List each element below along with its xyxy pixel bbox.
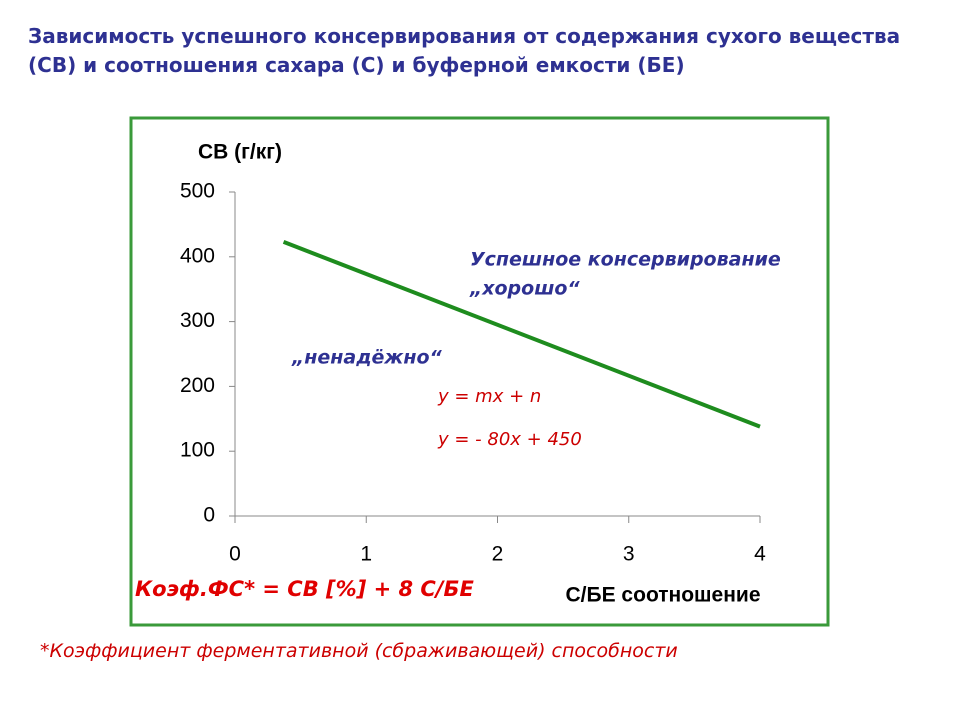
- y-tick-label: 100: [180, 439, 215, 462]
- annotation: y = mx + n: [437, 386, 541, 407]
- y-axis-title: СВ (г/кг): [198, 141, 282, 164]
- chart-frame: [129, 116, 830, 627]
- x-tick-label: 1: [360, 543, 372, 566]
- annotation: „хорошо“: [469, 278, 580, 300]
- annotation: „ненадёжно“: [291, 347, 443, 369]
- footnote: *Коэффициент ферментативной (сбраживающе…: [40, 640, 678, 662]
- x-tick-label: 0: [229, 543, 241, 566]
- y-tick-label: 300: [180, 309, 215, 332]
- y-tick-label: 0: [203, 504, 215, 527]
- x-tick-label: 3: [623, 543, 635, 566]
- x-axis-title: С/БЕ соотношение: [566, 584, 761, 607]
- x-tick-label: 4: [754, 543, 766, 566]
- annotation: Успешное консервирование: [470, 249, 781, 271]
- annotation: y = - 80x + 450: [437, 429, 582, 450]
- slide-title: Зависимость успешного консервирования от…: [28, 24, 901, 77]
- y-tick-label: 400: [180, 244, 215, 267]
- y-tick-label: 500: [180, 180, 215, 203]
- x-tick-label: 2: [492, 543, 504, 566]
- data-line: [282, 240, 761, 429]
- y-tick-label: 200: [180, 374, 215, 397]
- annotation: Коэф.ФС* = СВ [%] + 8 С/БЕ: [135, 577, 474, 601]
